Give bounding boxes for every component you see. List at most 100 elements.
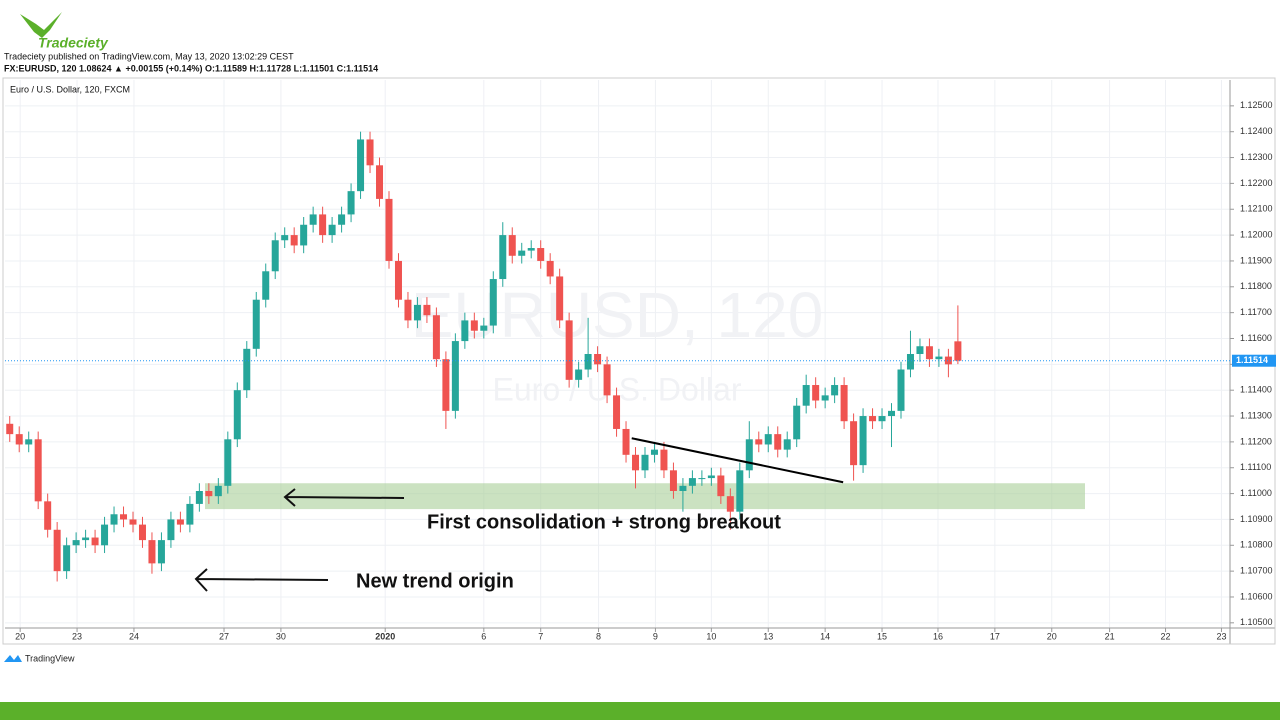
y-tick-label: 1.11600 xyxy=(1240,333,1272,343)
candle-body xyxy=(603,364,611,396)
x-tick-label: 23 xyxy=(1216,631,1226,641)
candle-body xyxy=(44,501,52,530)
x-tick-label: 24 xyxy=(129,631,139,641)
candle-body xyxy=(594,354,602,365)
candle-body xyxy=(575,369,583,380)
candle-body xyxy=(888,410,896,417)
x-tick-label: 30 xyxy=(276,631,286,641)
candle-body xyxy=(423,304,431,316)
candle-body xyxy=(793,405,801,440)
y-tick-label: 1.12400 xyxy=(1240,126,1273,136)
candle-body xyxy=(755,439,763,445)
symbol-line: FX:EURUSD, 120 1.08624 ▲ +0.00155 (+0.14… xyxy=(4,63,378,73)
x-tick-label: 13 xyxy=(763,631,773,641)
candle-body xyxy=(357,139,365,192)
chart-legend: Euro / U.S. Dollar, 120, FXCM xyxy=(10,84,130,94)
candle-body xyxy=(281,235,289,241)
candle-body xyxy=(925,346,933,360)
candle-body xyxy=(376,165,384,199)
candle-body xyxy=(802,385,810,406)
candle-body xyxy=(546,260,554,277)
candle-body xyxy=(650,449,658,455)
y-tick-label: 1.12000 xyxy=(1240,229,1273,239)
candle-body xyxy=(717,475,725,497)
candle-body xyxy=(432,315,440,360)
candle-body xyxy=(72,540,80,546)
candle-body xyxy=(214,485,222,497)
candle-body xyxy=(176,519,184,525)
candle-body xyxy=(489,279,497,326)
candle-body xyxy=(319,214,327,236)
x-tick-label: 23 xyxy=(72,631,82,641)
candle-body xyxy=(869,416,877,422)
y-tick-label: 1.12500 xyxy=(1240,100,1273,110)
candle-body xyxy=(404,299,412,321)
candle-body xyxy=(290,235,298,246)
candle-body xyxy=(669,470,677,491)
y-tick-label: 1.10500 xyxy=(1240,617,1273,627)
candle-body xyxy=(688,478,696,486)
y-tick-label: 1.12100 xyxy=(1240,204,1273,214)
arrow xyxy=(194,568,329,592)
annotation: First consolidation + strong breakout xyxy=(427,511,781,533)
candle-body xyxy=(736,470,744,512)
candle-body xyxy=(774,434,782,450)
candle-body xyxy=(726,496,734,512)
candle-body xyxy=(679,485,687,491)
candle-body xyxy=(906,354,914,370)
y-tick-label: 1.10600 xyxy=(1240,591,1273,601)
candle-body xyxy=(660,449,668,471)
candle-body xyxy=(613,395,621,429)
candle-body xyxy=(537,248,545,261)
candle-body xyxy=(480,325,488,331)
x-tick-label: 9 xyxy=(653,631,658,641)
brand-name: Tradeciety xyxy=(38,35,109,51)
candle-body xyxy=(394,260,402,300)
candle-body xyxy=(470,320,478,331)
x-tick-label: 17 xyxy=(990,631,1000,641)
candle-body xyxy=(347,191,355,215)
candle-body xyxy=(897,369,905,411)
candle-body xyxy=(138,524,146,541)
candle-body xyxy=(271,240,279,272)
candle-body xyxy=(518,250,526,256)
candle-body xyxy=(205,491,213,497)
candle-body xyxy=(812,385,820,401)
candle-body xyxy=(120,514,128,520)
y-tick-label: 1.10800 xyxy=(1240,540,1273,550)
x-tick-label: 8 xyxy=(596,631,601,641)
bottom-bar xyxy=(0,702,1280,720)
candle-body xyxy=(53,529,61,572)
x-tick-label: 21 xyxy=(1105,631,1115,641)
candle-body xyxy=(499,235,507,280)
candle-body xyxy=(385,198,393,261)
candle-body xyxy=(783,439,791,450)
candle-body xyxy=(262,271,270,300)
candle-body xyxy=(25,439,33,445)
candle-body xyxy=(916,346,924,354)
x-tick-label: 7 xyxy=(538,631,543,641)
y-tick-label: 1.11900 xyxy=(1240,255,1272,265)
candle-body xyxy=(584,354,592,370)
x-tick-label: 16 xyxy=(933,631,943,641)
candle-body xyxy=(632,454,640,471)
x-tick-label: 20 xyxy=(1047,631,1057,641)
candle-body xyxy=(252,299,260,349)
candle-body xyxy=(556,276,564,321)
candle-body xyxy=(110,514,118,525)
x-tick-label: 10 xyxy=(706,631,716,641)
y-tick-label: 1.12200 xyxy=(1240,178,1273,188)
candle-body xyxy=(148,540,156,564)
y-tick-label: 1.11300 xyxy=(1240,410,1272,420)
candle-body xyxy=(157,540,165,564)
candle-body xyxy=(413,304,421,321)
y-tick-label: 1.10900 xyxy=(1240,514,1273,524)
footer: TradingView xyxy=(25,653,75,663)
y-tick-label: 1.11100 xyxy=(1240,462,1271,472)
candle-body xyxy=(527,248,535,251)
published-line: Tradeciety published on TradingView.com,… xyxy=(4,51,294,61)
last-price-box xyxy=(1232,354,1276,367)
candle-body xyxy=(63,545,71,572)
y-tick-label: 1.10700 xyxy=(1240,566,1273,576)
